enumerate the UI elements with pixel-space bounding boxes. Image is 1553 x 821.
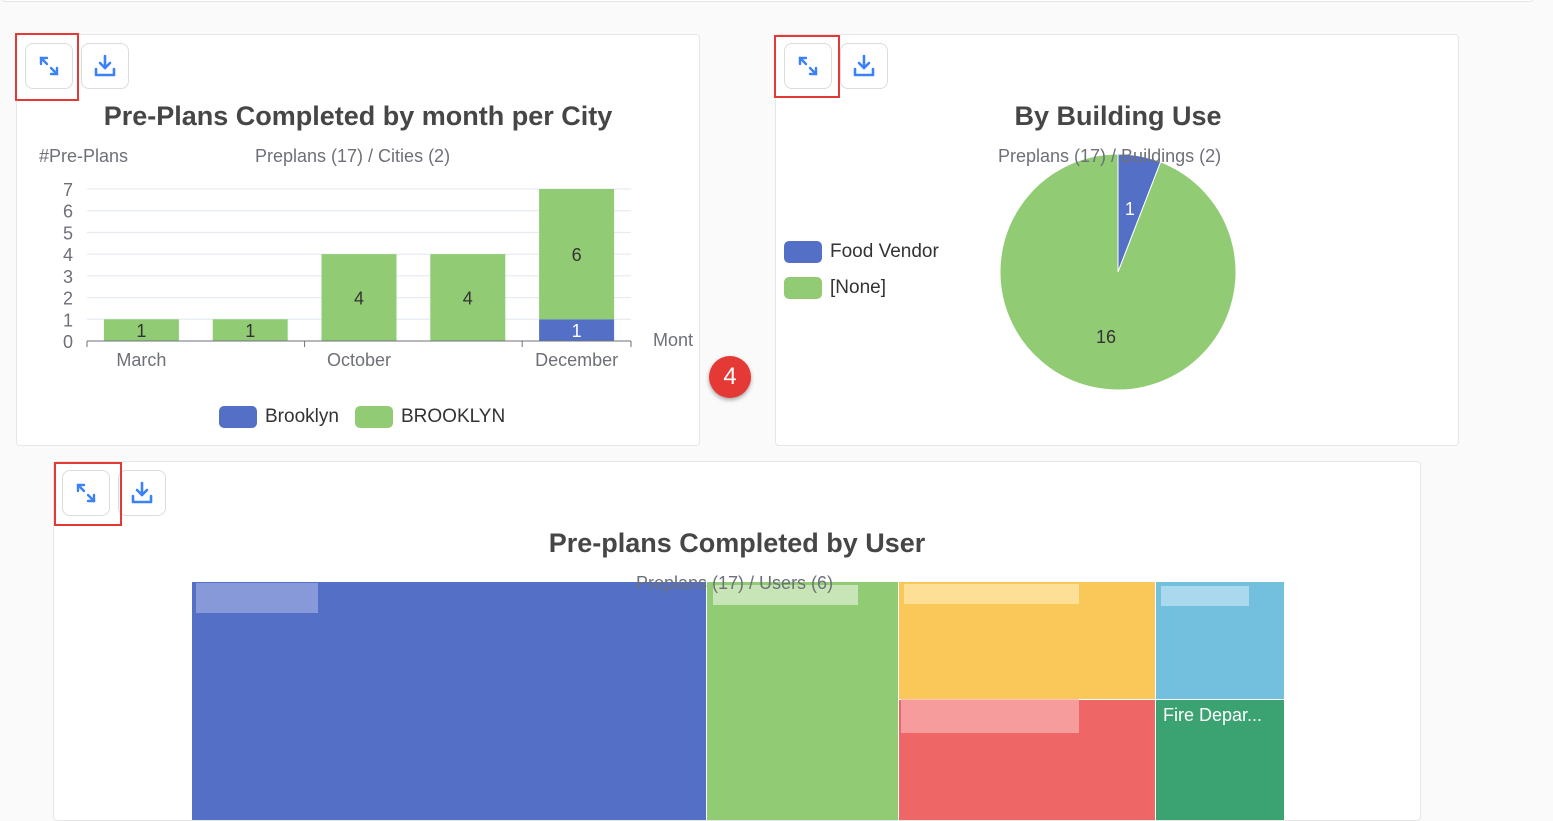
legend-label-brooklyn: Brooklyn [265,406,339,427]
legend-item-brooklyn[interactable]: Brooklyn [219,406,339,428]
bar-value-label: 1 [136,321,146,341]
redacted-user-label [1161,586,1249,606]
building-pie-chart: 1 16 [999,153,1237,391]
bar-value-label: 6 [572,245,582,265]
bar-value-label: 1 [572,321,582,341]
pie-slice-1[interactable] [999,153,1237,391]
redacted-user-label [196,583,318,613]
treemap-node-1[interactable] [707,582,898,820]
legend-swatch-food-vendor [784,241,822,263]
bar-brooklyn-4[interactable] [539,189,615,320]
user-chart-title: Pre-plans Completed by User [548,528,926,558]
pie-value-label: 1 [1125,199,1135,219]
download-button[interactable] [81,43,129,89]
building-chart-card: By Building Use 1 16 Preplans (17) / Buil… [775,34,1459,446]
legend-swatch-brooklyn [219,406,257,428]
download-button[interactable] [840,43,888,89]
legend-swatch-none [784,277,822,299]
legend-label-food-vendor: Food Vendor [830,241,939,262]
legend-item-none[interactable]: [None] [784,277,886,299]
redacted-user-label [904,584,1079,604]
bar-brooklyn-2[interactable] [321,254,397,341]
download-icon [131,481,153,504]
x-tick-label: October [327,350,391,370]
expand-button[interactable] [62,470,110,516]
download-icon [94,54,116,77]
building-chart-title: By Building Use [1014,101,1222,131]
redacted-user-label [901,699,1079,733]
y-tick-label: 0 [63,332,73,352]
x-tick-label: March [116,350,166,370]
y-tick-label: 7 [63,180,73,200]
redacted-user-label [713,585,858,605]
user-treemap: Fire Depar... [54,462,1420,820]
expand-button[interactable] [784,43,832,89]
y-tick-label: 6 [63,202,73,222]
user-chart-card: Pre-plans Completed by User Fire Depar..… [53,461,1421,821]
bar-value-label: 1 [245,321,255,341]
legend-label-brooklyn-upper: BROOKLYN [401,406,506,427]
download-button[interactable] [118,470,166,516]
legend-label-none: [None] [830,277,886,298]
bar-value-label: 4 [463,289,473,309]
x-tick-label: December [535,350,618,370]
y-tick-label: 2 [63,289,73,309]
y-tick-label: 3 [63,267,73,287]
city-chart-title: Pre-Plans Completed by month per City [103,101,613,131]
top-panel-edge [0,0,1535,2]
y-tick-label: 1 [63,310,73,330]
bar-brooklyn-1[interactable] [212,319,288,341]
expand-button[interactable] [25,43,73,89]
y-tick-label: 5 [63,223,73,243]
treemap-node-5[interactable] [1156,700,1284,820]
step-badge: 4 [709,356,751,398]
city-chart-ylabel: #Pre-Plans [39,146,129,166]
y-tick-label: 4 [63,245,73,265]
legend-item-brooklyn-upper[interactable]: BROOKLYN [355,406,505,428]
pie-value-label: 16 [1096,327,1116,347]
building-chart-subtitle: Preplans (17) / Buildings (2) [998,146,1222,166]
city-chart-subtitle: Preplans (17) / Cities (2) [255,146,451,166]
download-icon [853,54,875,77]
treemap-node-label: Fire Depar... [1163,705,1263,725]
x-axis-name: Mont [653,330,693,350]
expand-icon [798,56,818,76]
expand-icon [39,56,59,76]
bar-brooklyn-4[interactable] [539,319,615,341]
legend-swatch-brooklyn-upper [355,406,393,428]
bar-brooklyn-0[interactable] [103,319,179,341]
city-chart-card: Pre-Plans Completed by month per City #P… [16,34,700,446]
legend-item-food-vendor[interactable]: Food Vendor [784,241,939,263]
treemap-node-0[interactable] [192,582,706,820]
bar-brooklyn-3[interactable] [430,254,506,341]
expand-icon [76,483,96,503]
bar-value-label: 4 [354,289,364,309]
user-chart-subtitle: Preplans (17) / Users (6) [636,573,834,593]
